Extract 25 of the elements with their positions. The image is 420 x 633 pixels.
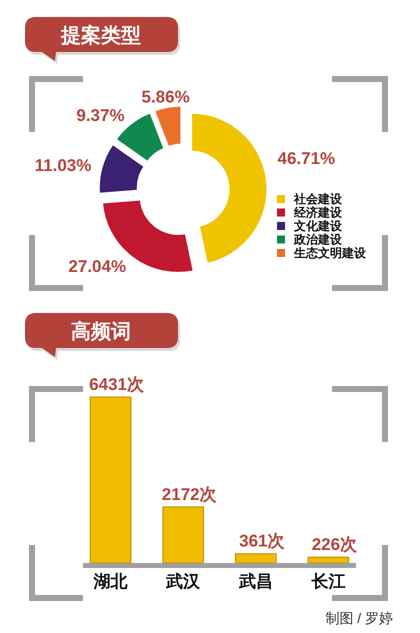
legend-label: 生态文明建设 bbox=[293, 246, 367, 260]
legend-label: 文化建设 bbox=[293, 219, 343, 234]
bar bbox=[162, 506, 204, 564]
data-label: 5.86% bbox=[142, 88, 190, 107]
x-tick-label: 武昌 bbox=[238, 572, 273, 591]
data-label: 46.71% bbox=[277, 149, 336, 168]
x-tick-label: 武汉 bbox=[165, 572, 202, 591]
legend-label: 经济建设 bbox=[293, 206, 343, 220]
legend-label: 政治建设 bbox=[293, 232, 343, 247]
chart-title: 提案类型 bbox=[60, 24, 141, 47]
chart-title: 高频词 bbox=[71, 320, 131, 343]
bar bbox=[308, 556, 350, 564]
data-label: 226次 bbox=[312, 535, 358, 554]
data-label: 2172次 bbox=[162, 484, 218, 504]
legend-label: 社会建设 bbox=[293, 192, 343, 206]
data-label: 11.03% bbox=[34, 156, 92, 175]
bar bbox=[234, 553, 277, 564]
data-label: 9.37% bbox=[76, 106, 125, 126]
data-label: 27.04% bbox=[68, 257, 126, 276]
data-label: 361次 bbox=[239, 532, 286, 551]
text: 制图 / 罗婷 bbox=[325, 610, 393, 626]
x-tick-label: 湖北 bbox=[92, 572, 129, 591]
bar bbox=[90, 396, 132, 564]
data-label: 6431次 bbox=[89, 375, 145, 394]
x-tick-label: 长江 bbox=[310, 572, 346, 591]
